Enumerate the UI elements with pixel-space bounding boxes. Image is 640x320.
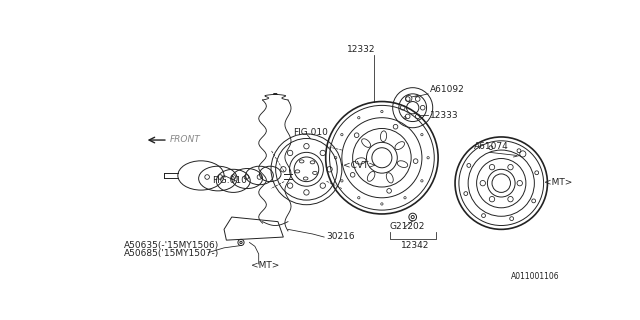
Text: A61092: A61092 bbox=[429, 85, 465, 94]
Text: 30216: 30216 bbox=[326, 232, 355, 241]
Text: <CVT>: <CVT> bbox=[344, 161, 376, 170]
Text: 12332: 12332 bbox=[348, 45, 376, 54]
Text: A50685('15MY1507-): A50685('15MY1507-) bbox=[124, 249, 219, 258]
Text: 12333: 12333 bbox=[429, 111, 458, 120]
Text: FIG.010: FIG.010 bbox=[212, 176, 248, 185]
Text: 12342: 12342 bbox=[401, 241, 429, 250]
Text: FRONT: FRONT bbox=[170, 135, 201, 144]
Text: A50635(-'15MY1506): A50635(-'15MY1506) bbox=[124, 241, 219, 250]
Text: A61074: A61074 bbox=[474, 141, 509, 150]
Text: A011001106: A011001106 bbox=[511, 272, 560, 281]
Text: G21202: G21202 bbox=[390, 222, 425, 231]
Text: <MT>: <MT> bbox=[543, 178, 572, 187]
Text: <MT>: <MT> bbox=[251, 261, 280, 270]
Text: FIG.010: FIG.010 bbox=[293, 128, 328, 137]
